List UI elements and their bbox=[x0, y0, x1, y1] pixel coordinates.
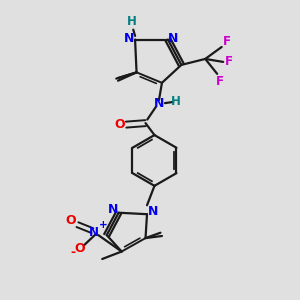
Text: N: N bbox=[89, 226, 99, 238]
Text: F: F bbox=[216, 74, 224, 88]
Text: N: N bbox=[154, 97, 165, 110]
Text: H: H bbox=[170, 95, 180, 108]
Text: -: - bbox=[71, 246, 76, 259]
Text: N: N bbox=[148, 205, 158, 218]
Text: N: N bbox=[124, 32, 134, 45]
Text: O: O bbox=[74, 242, 85, 255]
Text: N: N bbox=[107, 203, 118, 216]
Text: F: F bbox=[225, 55, 233, 68]
Text: O: O bbox=[114, 118, 124, 130]
Text: O: O bbox=[66, 214, 76, 227]
Text: H: H bbox=[127, 15, 137, 28]
Text: F: F bbox=[223, 34, 231, 47]
Text: N: N bbox=[168, 32, 178, 44]
Text: +: + bbox=[99, 220, 107, 230]
